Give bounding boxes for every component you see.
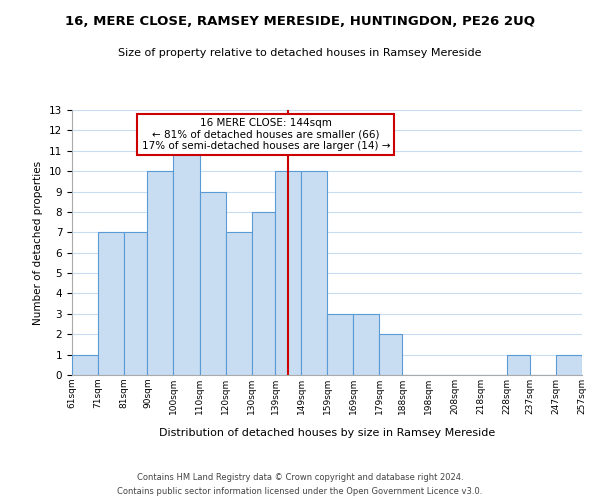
Bar [556, 354, 582, 375]
Bar [98, 232, 124, 375]
Bar [226, 232, 251, 375]
Bar [173, 151, 200, 375]
Text: Size of property relative to detached houses in Ramsey Mereside: Size of property relative to detached ho… [118, 48, 482, 58]
Bar [148, 171, 173, 375]
Text: Contains HM Land Registry data © Crown copyright and database right 2024.: Contains HM Land Registry data © Crown c… [137, 472, 463, 482]
Text: 16 MERE CLOSE: 144sqm
← 81% of detached houses are smaller (66)
17% of semi-deta: 16 MERE CLOSE: 144sqm ← 81% of detached … [142, 118, 390, 151]
Bar [124, 232, 148, 375]
Bar [353, 314, 379, 375]
Y-axis label: Number of detached properties: Number of detached properties [34, 160, 43, 324]
Bar [379, 334, 403, 375]
Text: 16, MERE CLOSE, RAMSEY MERESIDE, HUNTINGDON, PE26 2UQ: 16, MERE CLOSE, RAMSEY MERESIDE, HUNTING… [65, 15, 535, 28]
Text: Distribution of detached houses by size in Ramsey Mereside: Distribution of detached houses by size … [159, 428, 495, 438]
Text: Contains public sector information licensed under the Open Government Licence v3: Contains public sector information licen… [118, 488, 482, 496]
Bar [251, 212, 275, 375]
Bar [301, 171, 327, 375]
Bar [506, 354, 530, 375]
Bar [275, 171, 301, 375]
Bar [72, 354, 98, 375]
Bar [200, 192, 226, 375]
Bar [327, 314, 353, 375]
